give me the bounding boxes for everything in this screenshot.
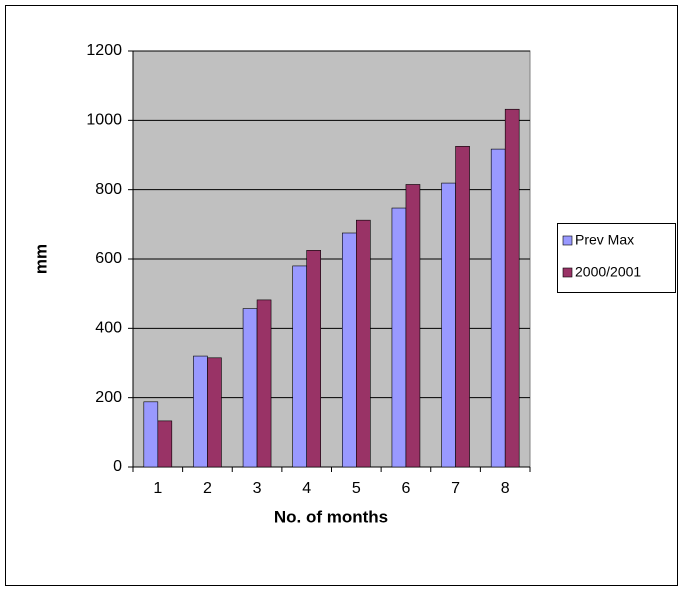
bar bbox=[256, 299, 272, 468]
y-tick-label: 800 bbox=[95, 181, 122, 198]
bar bbox=[207, 357, 222, 468]
legend-label: Prev Max bbox=[575, 232, 634, 248]
x-tick-label: 8 bbox=[501, 480, 510, 497]
bar bbox=[455, 146, 470, 468]
bar bbox=[193, 355, 208, 468]
bar bbox=[356, 219, 371, 468]
y-tick-label: 1200 bbox=[86, 42, 122, 59]
x-axis-title: No. of months bbox=[274, 507, 388, 526]
bar bbox=[157, 420, 173, 468]
bar bbox=[441, 182, 456, 468]
bar bbox=[306, 250, 321, 468]
y-tick-label: 600 bbox=[95, 250, 122, 267]
y-tick-label: 0 bbox=[113, 458, 122, 475]
legend-box bbox=[557, 223, 676, 293]
x-tick-label: 2 bbox=[203, 480, 212, 497]
bar bbox=[490, 148, 506, 468]
x-tick-label: 5 bbox=[352, 480, 361, 497]
bar bbox=[242, 308, 258, 468]
bar bbox=[504, 108, 520, 468]
x-tick-label: 3 bbox=[253, 480, 262, 497]
y-tick-label: 400 bbox=[95, 320, 122, 337]
bar bbox=[391, 207, 407, 468]
bar bbox=[342, 232, 357, 468]
x-tick-label: 6 bbox=[401, 480, 410, 497]
legend-swatch bbox=[562, 235, 573, 246]
x-tick-label: 1 bbox=[153, 480, 162, 497]
bar bbox=[292, 265, 307, 468]
x-tick-label: 4 bbox=[302, 480, 311, 497]
x-tick-label: 7 bbox=[451, 480, 460, 497]
legend-label: 2000/2001 bbox=[575, 264, 641, 280]
legend-swatch bbox=[562, 267, 573, 278]
bar bbox=[405, 184, 421, 468]
y-axis-title: mm bbox=[31, 244, 50, 274]
y-tick-label: 200 bbox=[95, 389, 122, 406]
bar bbox=[143, 401, 159, 468]
y-tick-label: 1000 bbox=[86, 112, 122, 129]
